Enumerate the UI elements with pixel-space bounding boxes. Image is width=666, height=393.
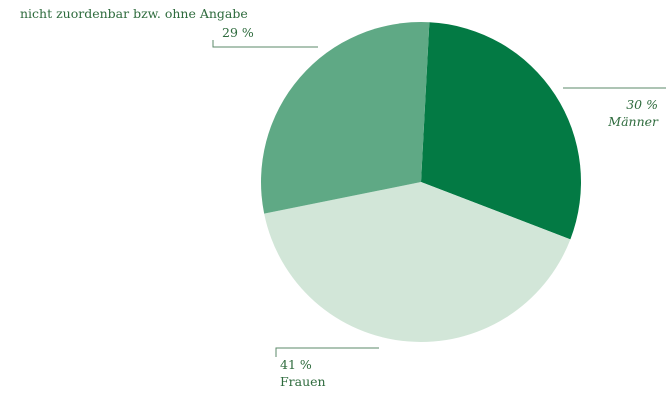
slice-value-frauen: 41 % (280, 357, 312, 372)
slice-name-frauen: Frauen (280, 374, 326, 389)
leader-line-nicht-zuordenbar (212, 40, 318, 48)
pie-slice-frauen (264, 182, 571, 342)
leader-line-frauen (275, 347, 379, 357)
leader-lines (212, 40, 666, 357)
pie-slice-nicht-zuordenbar-bzw-ohne-angabe (261, 22, 430, 214)
slice-value-maenner: 30 % (626, 97, 658, 112)
slice-value-nicht-zuordenbar: 29 % (222, 25, 254, 40)
pie-slice-maenner (421, 22, 581, 240)
slice-name-nicht-zuordenbar: nicht zuordenbar bzw. ohne Angabe (20, 6, 248, 21)
slice-name-maenner: Männer (608, 114, 658, 129)
pie-slices (261, 22, 581, 342)
